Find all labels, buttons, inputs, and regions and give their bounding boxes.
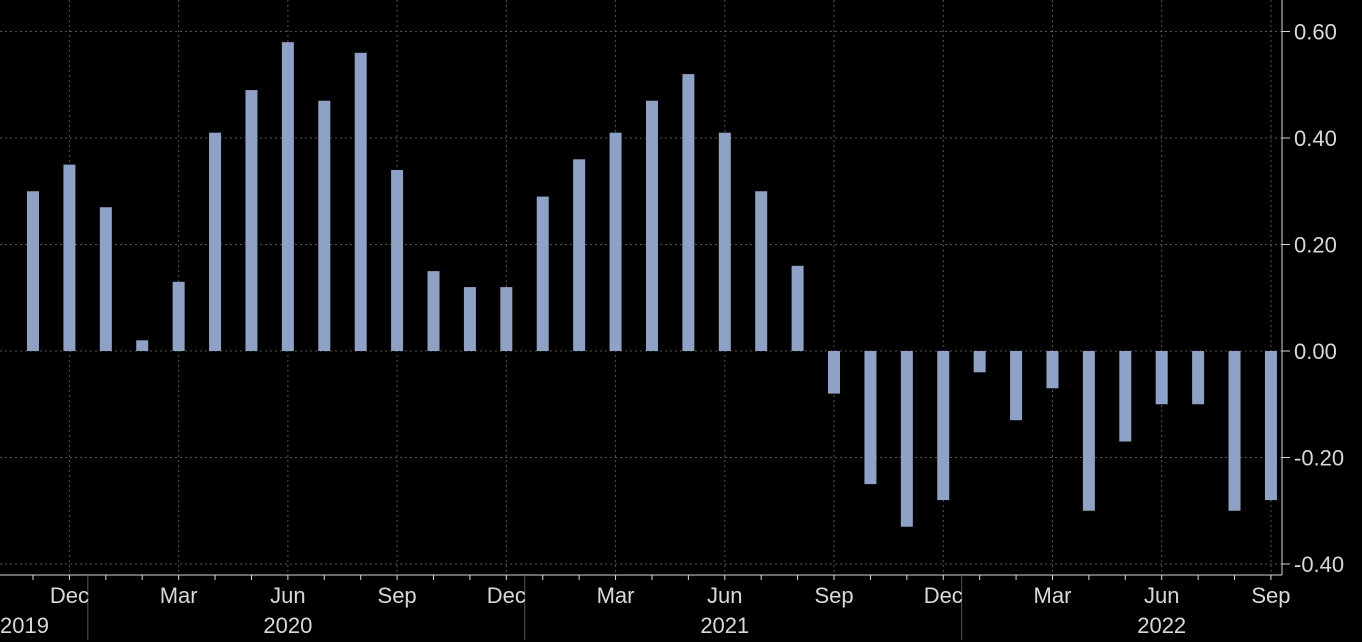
bar [755, 191, 768, 351]
y-tick-label: -0.40 [1294, 552, 1344, 577]
y-tick-label: -0.20 [1294, 446, 1344, 471]
y-tick-label: 0.60 [1294, 20, 1337, 45]
bar [828, 351, 841, 394]
x-tick-label: Jun [1144, 583, 1179, 608]
x-year-label: 2019 [0, 613, 49, 638]
bar [209, 132, 222, 351]
bar [172, 281, 185, 351]
bar [1082, 351, 1095, 511]
bar [63, 164, 76, 351]
x-tick-label: Mar [1034, 583, 1072, 608]
bar [1264, 351, 1277, 501]
bar [791, 265, 804, 351]
axes [0, 0, 1290, 640]
bar [281, 42, 294, 352]
x-year-label: 2021 [700, 613, 749, 638]
bar [1228, 351, 1241, 511]
x-tick-label: Dec [50, 583, 89, 608]
bar [573, 159, 586, 351]
x-tick-label: Mar [160, 583, 198, 608]
bar [27, 191, 39, 351]
x-tick-label: Jun [707, 583, 742, 608]
bar [1046, 351, 1059, 389]
bar [318, 100, 331, 351]
x-year-label: 2020 [263, 613, 312, 638]
bar [864, 351, 877, 485]
bar [973, 351, 986, 373]
bar [391, 169, 404, 351]
bar [136, 340, 149, 351]
x-tick-label: Dec [487, 583, 526, 608]
bar [1192, 351, 1205, 405]
x-tick-label: Dec [924, 583, 963, 608]
x-year-label: 2022 [1137, 613, 1186, 638]
x-tick-label: Sep [378, 583, 417, 608]
bars [27, 42, 1277, 527]
y-tick-label: 0.00 [1294, 339, 1337, 364]
bar [1155, 351, 1168, 405]
bar [354, 52, 367, 352]
bar [500, 287, 513, 351]
x-tick-label: Jun [270, 583, 305, 608]
bar [1010, 351, 1023, 421]
y-tick-label: 0.40 [1294, 126, 1337, 151]
bar [718, 132, 731, 351]
x-tick-label: Mar [597, 583, 635, 608]
x-tick-label: Sep [814, 583, 853, 608]
bar [682, 74, 695, 351]
x-tick-label: Sep [1251, 583, 1290, 608]
bar [609, 132, 622, 351]
axis-labels: 0.60 0.40 0.20 0.00 -0.20 -0.40 Dec Mar Jun Sep De… [0, 20, 1344, 639]
bar [245, 90, 258, 351]
y-tick-label: 0.20 [1294, 233, 1337, 258]
grid-lines [0, 0, 1282, 575]
bar [937, 351, 950, 501]
bar [1119, 351, 1132, 442]
bar [900, 351, 913, 527]
bar [463, 287, 476, 351]
bar [427, 271, 440, 351]
bar [99, 207, 112, 351]
bar [536, 196, 549, 351]
bar [645, 100, 658, 351]
